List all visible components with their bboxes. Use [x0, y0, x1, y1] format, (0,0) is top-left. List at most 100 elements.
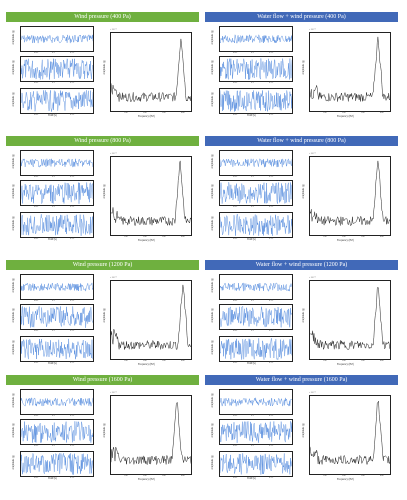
- spectrum-plot: [110, 395, 192, 475]
- time-plot: [219, 419, 293, 445]
- spectrum-xlabel: Frequency (HZ): [337, 363, 354, 366]
- spectrum-xlabel: Frequency (HZ): [337, 239, 354, 242]
- spectrum-xtick: 400: [380, 111, 384, 114]
- spectrum-xtick: 300: [361, 359, 365, 362]
- time-plot: [219, 451, 293, 477]
- spectrum-svg: [111, 38, 191, 103]
- time-plot-svg: [21, 305, 93, 328]
- time-xtick: 0.05: [34, 414, 39, 417]
- spectrum-svg: [310, 36, 390, 103]
- time-plot-svg: [21, 338, 93, 360]
- spectrum-xtick: 100: [124, 235, 128, 238]
- panel-title: Water flow + wind pressure (1200 Pa): [205, 260, 398, 270]
- time-xtick: 0.15: [70, 414, 75, 417]
- spectrum-svg: [111, 160, 191, 227]
- time-plot-ylabel: Amplitude (g): [211, 216, 214, 231]
- time-plot: [20, 451, 94, 477]
- time-signal-line: [21, 90, 93, 112]
- time-signal-line: [21, 58, 93, 80]
- time-plot-ylabel: Amplitude (g): [211, 30, 214, 45]
- time-signal-line: [21, 34, 93, 44]
- time-plot-svg: [21, 452, 93, 475]
- time-plot-ylabel: Amplitude (g): [12, 60, 15, 75]
- time-plot-ylabel: Amplitude (g): [211, 60, 214, 75]
- time-xtick: 0.05: [233, 476, 238, 479]
- time-xtick: 0.05: [34, 113, 39, 116]
- time-xtick: 0.15: [70, 299, 75, 302]
- time-plot: [219, 26, 293, 52]
- time-xtick: 0.05: [34, 175, 39, 178]
- spectrum-multiplier: × 10⁻³: [110, 28, 117, 31]
- time-plot-ylabel: Amplitude (g): [12, 455, 15, 470]
- spectrum-svg: [111, 284, 191, 350]
- time-xtick: 0.05: [34, 81, 39, 84]
- time-plot-ylabel: Amplitude (g): [211, 423, 214, 438]
- time-xtick: 0.15: [269, 205, 274, 208]
- time-xtick: 0.1: [52, 444, 55, 447]
- spectrum-multiplier: × 10⁻³: [110, 152, 117, 155]
- time-xtick: 0.05: [34, 329, 39, 332]
- spectrum-plot: [309, 156, 391, 236]
- time-xtick: 0.15: [70, 329, 75, 332]
- spectrum-line: [310, 36, 390, 103]
- spectrum-line: [111, 402, 191, 466]
- time-signal-line: [21, 282, 93, 292]
- time-xtick: 0.1: [251, 414, 254, 417]
- time-plot-ylabel: Amplitude (g): [211, 308, 214, 323]
- spectrum-plot: [110, 280, 192, 360]
- time-plot: [219, 88, 293, 114]
- time-signal-line: [220, 421, 292, 443]
- time-plot-ylabel: Amplitude (g): [211, 455, 214, 470]
- time-plot-svg: [220, 282, 292, 292]
- time-plot-svg: [21, 58, 93, 80]
- spectrum-xlabel: Frequency (HZ): [138, 478, 155, 481]
- time-xtick: 0.15: [269, 444, 274, 447]
- time-plot-svg: [220, 34, 292, 44]
- time-plot: [20, 274, 94, 300]
- spectrum-xtick: 100: [124, 474, 128, 477]
- time-plot-svg: [21, 421, 93, 443]
- time-signal-line: [220, 214, 292, 236]
- time-signal-line: [21, 305, 93, 328]
- spectrum-line: [310, 160, 390, 226]
- time-xtick: 0.15: [269, 299, 274, 302]
- time-plot-ylabel: Amplitude (g): [12, 184, 15, 199]
- time-plot: [219, 389, 293, 415]
- spectrum-xtick: 300: [361, 235, 365, 238]
- time-xlabel: Time (s): [247, 114, 256, 117]
- time-xtick: 0.15: [269, 175, 274, 178]
- time-xtick: 0.1: [251, 361, 254, 364]
- spectrum-xtick: 300: [361, 474, 365, 477]
- time-signal-line: [220, 58, 292, 80]
- spectrum-xtick: 100: [124, 359, 128, 362]
- time-plot: [219, 56, 293, 82]
- time-xtick: 0.1: [251, 329, 254, 332]
- spectrum-xtick: 200: [342, 235, 346, 238]
- time-xtick: 0.1: [251, 81, 254, 84]
- time-plot-svg: [21, 182, 93, 204]
- spectrum-multiplier: × 10⁻³: [110, 391, 117, 394]
- panel-title: Water flow + wind pressure (1600 Pa): [205, 375, 398, 385]
- time-xlabel: Time (s): [48, 362, 57, 365]
- time-xtick: 0.1: [52, 361, 55, 364]
- spectrum-svg: [111, 402, 191, 466]
- spectrum-xtick: 200: [342, 359, 346, 362]
- time-xtick: 0.15: [70, 51, 75, 54]
- time-xlabel: Time (s): [48, 238, 57, 241]
- spectrum-xtick: 100: [323, 359, 327, 362]
- time-xtick: 0.15: [70, 237, 75, 240]
- time-xtick: 0.1: [251, 299, 254, 302]
- spectrum-xtick: 100: [323, 111, 327, 114]
- time-plot: [20, 304, 94, 330]
- time-signal-line: [21, 158, 93, 168]
- time-xtick: 0.15: [70, 361, 75, 364]
- spectrum-ylabel: Amplitude (g): [302, 60, 305, 75]
- spectrum-line: [310, 286, 390, 351]
- spectrum-line: [111, 284, 191, 350]
- time-xtick: 0.15: [269, 414, 274, 417]
- time-plot-svg: [220, 214, 292, 236]
- spectrum-xlabel: Frequency (HZ): [138, 239, 155, 242]
- time-plot-svg: [220, 338, 292, 361]
- time-signal-line: [21, 182, 93, 204]
- time-plot-svg: [220, 453, 292, 475]
